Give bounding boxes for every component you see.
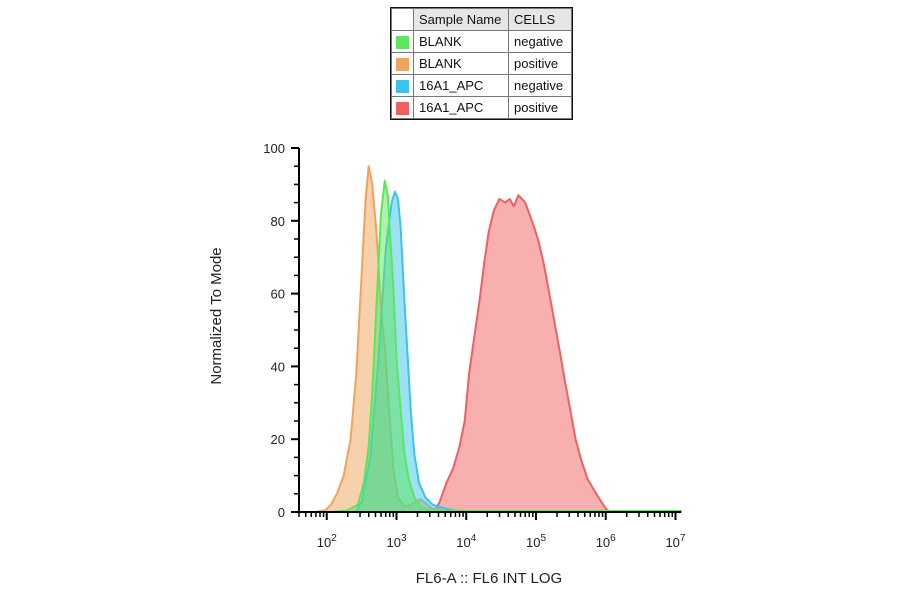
legend-sample-name: 16A1_APC	[413, 74, 509, 97]
series-blank-negative-area	[331, 179, 682, 513]
legend-sample-name: BLANK	[413, 52, 509, 75]
legend-sample-name: BLANK	[413, 30, 509, 53]
legend-swatch	[396, 102, 409, 116]
legend-row: BLANK positive	[391, 52, 572, 75]
series-16a1_apc-positive-area	[433, 194, 611, 513]
y-tick-label: 0	[278, 505, 285, 520]
y-tick-label: 100	[263, 141, 285, 156]
legend-swatch	[396, 80, 409, 94]
legend-swatch	[396, 58, 409, 72]
legend-header-cells: CELLS	[508, 8, 572, 31]
axes-layer: 0 20 40 60 80 100 102 103 104 105 106 107	[263, 141, 686, 550]
x-tick-label: 105	[526, 533, 546, 550]
x-tick-label: 103	[386, 533, 406, 550]
legend-cells-value: positive	[508, 96, 572, 119]
y-tick-label: 60	[271, 287, 285, 302]
legend-sample-name: 16A1_APC	[413, 96, 509, 119]
legend-swatch	[396, 36, 409, 50]
legend-cells-value: negative	[508, 74, 572, 97]
legend-swatch-cell	[391, 74, 414, 97]
legend-cells-value: positive	[508, 52, 572, 75]
legend-swatch-cell	[391, 52, 414, 75]
legend-header-sample-name: Sample Name	[413, 8, 509, 31]
x-tick-label: 104	[456, 533, 476, 550]
legend-row: BLANK negative	[391, 30, 572, 53]
y-tick-label: 40	[271, 359, 285, 374]
legend-swatch-cell	[391, 30, 414, 53]
x-tick-label: 106	[596, 533, 616, 550]
legend-cells-value: negative	[508, 30, 572, 53]
y-tick-label: 80	[271, 214, 285, 229]
legend-header-blank	[391, 8, 414, 31]
x-tick-label: 107	[665, 533, 685, 550]
legend-swatch-cell	[391, 96, 414, 119]
legend-table: Sample Name CELLS BLANK negative BLANK posi…	[391, 8, 572, 119]
x-axis-title: FL6-A :: FL6 INT LOG	[416, 570, 562, 587]
x-tick-label: 102	[317, 533, 337, 550]
legend-row: 16A1_APC positive	[391, 96, 572, 119]
legend: Sample Name CELLS BLANK negative BLANK posi…	[390, 7, 573, 120]
legend-row: 16A1_APC negative	[391, 74, 572, 97]
y-tick-label: 20	[271, 432, 285, 447]
y-axis-title: Normalized To Mode	[208, 247, 225, 384]
series-layer	[315, 165, 682, 513]
legend-header-row: Sample Name CELLS	[391, 8, 572, 31]
